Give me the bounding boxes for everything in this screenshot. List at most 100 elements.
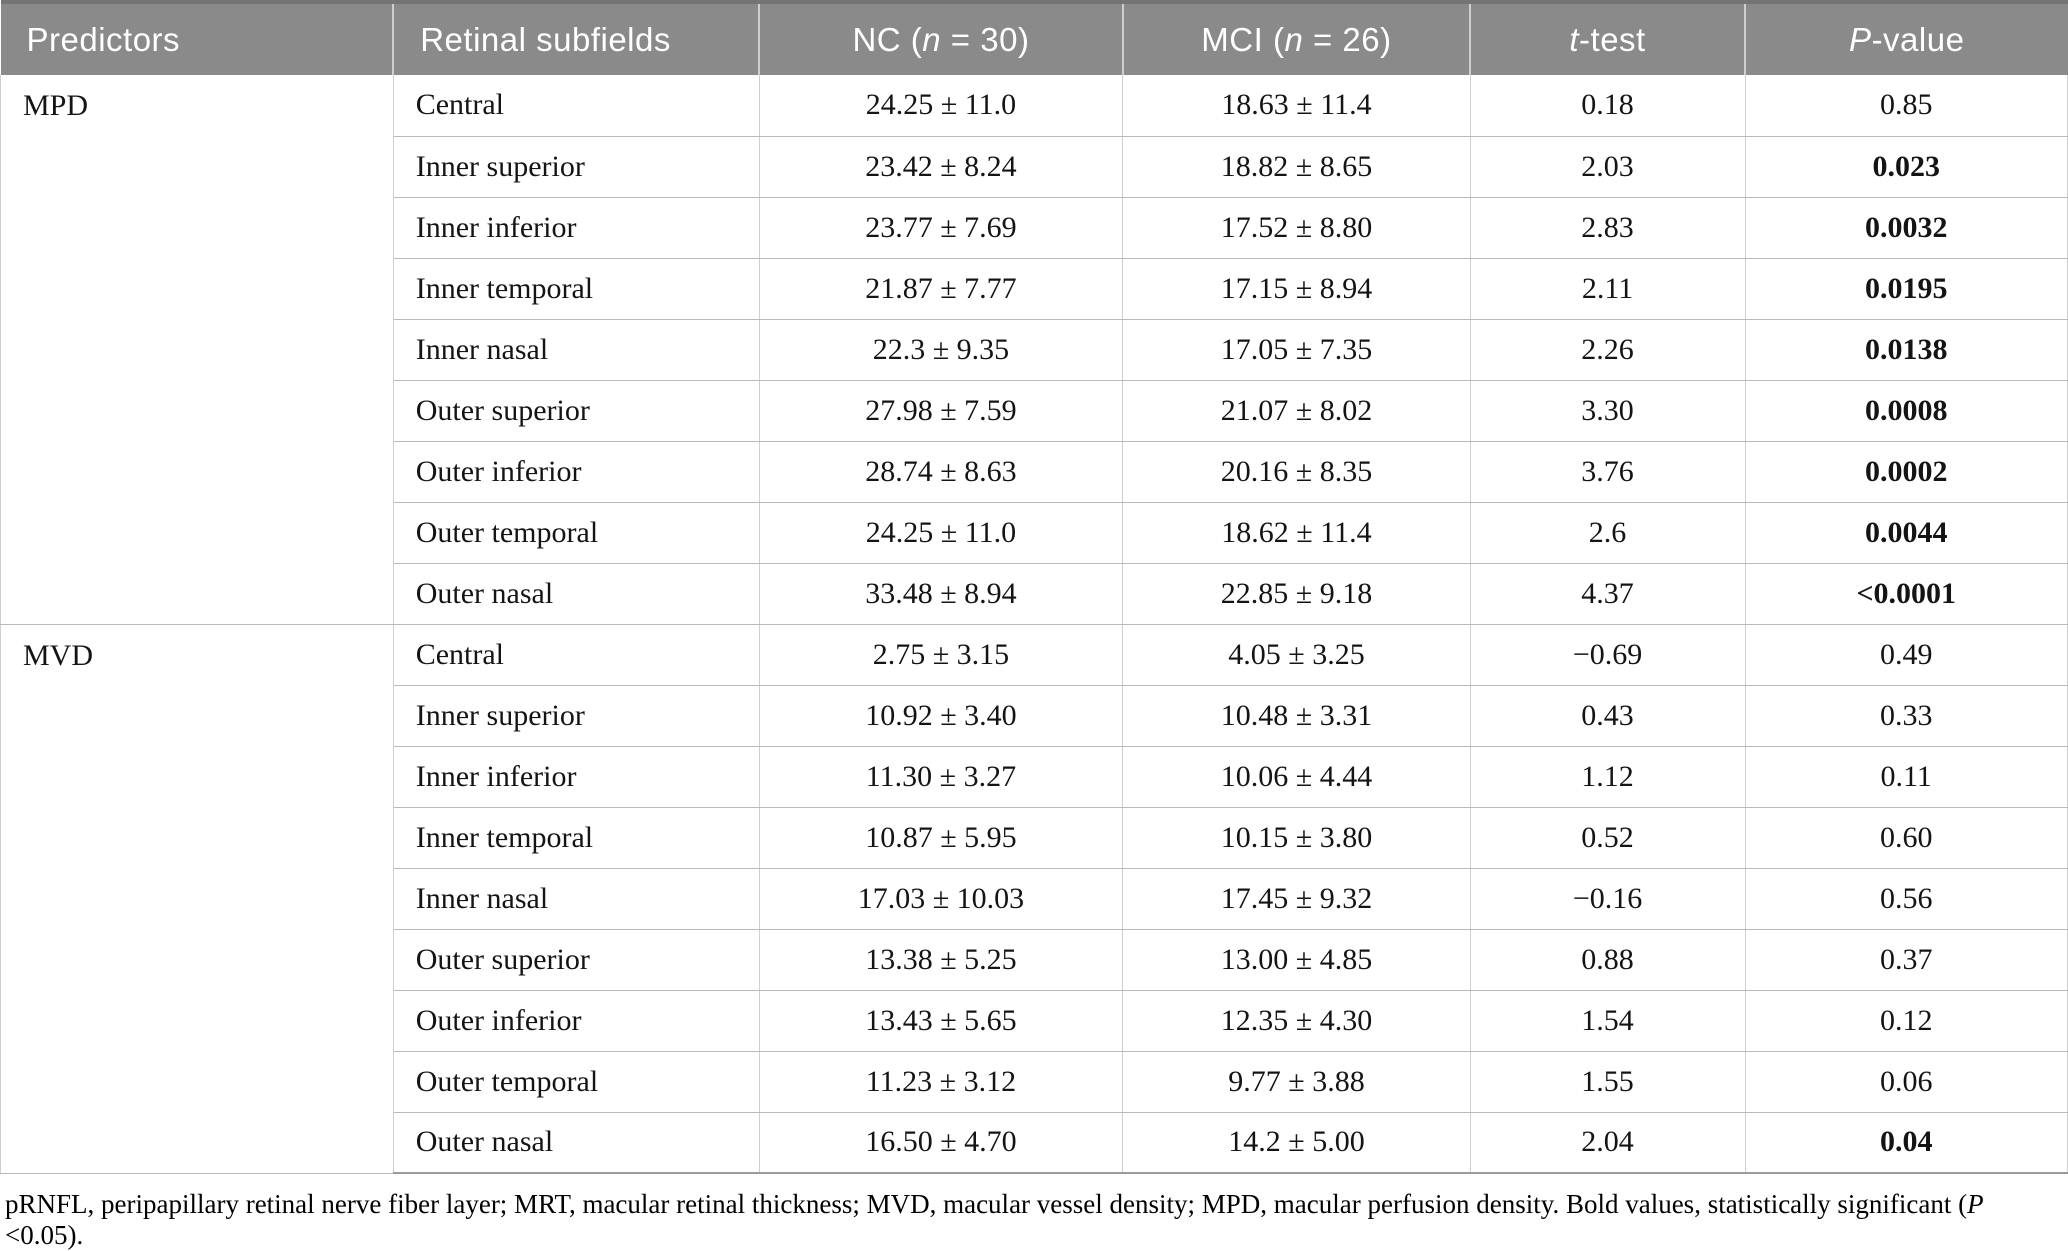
nc-value-cell: 24.25 ± 11.0 bbox=[758, 75, 1124, 137]
col-header-retinal-subfields: Retinal subfields bbox=[392, 0, 760, 75]
t-test-value-cell: 1.12 bbox=[1469, 745, 1746, 808]
col-header-predictors: Predictors bbox=[0, 0, 394, 75]
nc-value-cell: 22.3 ± 9.35 bbox=[758, 318, 1124, 381]
subfield-cell: Outer inferior bbox=[392, 989, 760, 1052]
nc-value-cell: 23.77 ± 7.69 bbox=[758, 196, 1124, 259]
table-row: Inner nasal 22.3 ± 9.35 17.05 ± 7.35 2.26 0.… bbox=[1, 318, 2068, 381]
t-test-value-cell: −0.69 bbox=[1469, 623, 1746, 686]
p-value-cell: 0.33 bbox=[1744, 684, 2068, 747]
subfield-cell: Outer temporal bbox=[392, 501, 760, 564]
subfield-cell: Outer superior bbox=[392, 379, 760, 442]
subfield-cell: Outer superior bbox=[392, 928, 760, 991]
subfield-cell: Inner superior bbox=[392, 135, 760, 198]
p-value-cell: 0.0044 bbox=[1744, 501, 2068, 564]
mci-value-cell: 10.48 ± 3.31 bbox=[1122, 684, 1471, 747]
t-test-value-cell: 2.6 bbox=[1469, 501, 1746, 564]
p-value-cell: 0.0008 bbox=[1744, 379, 2068, 442]
table-row: Outer inferior 13.43 ± 5.65 12.35 ± 4.30 1.… bbox=[1, 989, 2068, 1052]
nc-value-cell: 27.98 ± 7.59 bbox=[758, 379, 1124, 442]
mci-value-cell: 9.77 ± 3.88 bbox=[1122, 1050, 1471, 1113]
p-value-cell: 0.37 bbox=[1744, 928, 2068, 991]
subfield-cell: Outer temporal bbox=[392, 1050, 760, 1113]
results-table: Predictors Retinal subfields NC (n = 30)… bbox=[0, 0, 2068, 1174]
col-header-t-test: t-test bbox=[1469, 0, 1745, 75]
t-test-value-cell: 2.83 bbox=[1469, 196, 1746, 259]
t-test-value-cell: 1.55 bbox=[1469, 1050, 1746, 1113]
mci-value-cell: 17.15 ± 8.94 bbox=[1122, 257, 1471, 320]
mci-value-cell: 18.62 ± 11.4 bbox=[1122, 501, 1471, 564]
mci-value-cell: 10.06 ± 4.44 bbox=[1122, 745, 1471, 808]
t-test-value-cell: 2.26 bbox=[1469, 318, 1746, 381]
table-row: Outer superior 27.98 ± 7.59 21.07 ± 8.02 3.… bbox=[1, 379, 2068, 442]
table-row: Inner superior 23.42 ± 8.24 18.82 ± 8.65 2.… bbox=[1, 135, 2068, 198]
t-test-value-cell: 0.52 bbox=[1469, 806, 1746, 869]
nc-value-cell: 21.87 ± 7.77 bbox=[758, 257, 1124, 320]
table-row: Inner superior 10.92 ± 3.40 10.48 ± 3.31 0.… bbox=[1, 684, 2068, 747]
subfield-cell: Central bbox=[392, 75, 760, 137]
t-test-value-cell: 3.76 bbox=[1469, 440, 1746, 503]
mci-value-cell: 17.05 ± 7.35 bbox=[1122, 318, 1471, 381]
table-row: Outer nasal 16.50 ± 4.70 14.2 ± 5.00 2.04 0.… bbox=[1, 1111, 2068, 1174]
p-value-cell: 0.85 bbox=[1744, 75, 2068, 137]
col-header-nc: NC (n = 30) bbox=[758, 0, 1123, 75]
t-test-value-cell: 0.18 bbox=[1469, 75, 1746, 137]
mci-value-cell: 20.16 ± 8.35 bbox=[1122, 440, 1471, 503]
mci-value-cell: 10.15 ± 3.80 bbox=[1122, 806, 1471, 869]
nc-value-cell: 17.03 ± 10.03 bbox=[758, 867, 1124, 930]
nc-value-cell: 10.92 ± 3.40 bbox=[758, 684, 1124, 747]
subfield-cell: Inner superior bbox=[392, 684, 760, 747]
mci-value-cell: 4.05 ± 3.25 bbox=[1122, 623, 1471, 686]
mci-value-cell: 18.82 ± 8.65 bbox=[1122, 135, 1471, 198]
subfield-cell: Outer nasal bbox=[392, 1111, 760, 1174]
mci-value-cell: 13.00 ± 4.85 bbox=[1122, 928, 1471, 991]
subfield-cell: Outer inferior bbox=[392, 440, 760, 503]
table-row: Outer temporal 24.25 ± 11.0 18.62 ± 11.4 2.… bbox=[1, 501, 2068, 564]
col-header-p-value: P-value bbox=[1744, 0, 2068, 75]
table-row: Inner inferior 23.77 ± 7.69 17.52 ± 8.80 2.… bbox=[1, 196, 2068, 259]
p-value-cell: 0.0002 bbox=[1744, 440, 2068, 503]
table-row: Outer superior 13.38 ± 5.25 13.00 ± 4.85 0.… bbox=[1, 928, 2068, 991]
p-value-cell: 0.0195 bbox=[1744, 257, 2068, 320]
t-test-value-cell: −0.16 bbox=[1469, 867, 1746, 930]
nc-value-cell: 11.30 ± 3.27 bbox=[758, 745, 1124, 808]
t-test-value-cell: 1.54 bbox=[1469, 989, 1746, 1052]
predictor-cell: MVD bbox=[0, 623, 394, 1174]
p-value-cell: 0.06 bbox=[1744, 1050, 2068, 1113]
subfield-cell: Central bbox=[392, 623, 760, 686]
p-value-cell: <0.0001 bbox=[1744, 562, 2068, 625]
p-value-cell: 0.04 bbox=[1744, 1111, 2068, 1174]
mci-value-cell: 12.35 ± 4.30 bbox=[1122, 989, 1471, 1052]
nc-value-cell: 13.43 ± 5.65 bbox=[758, 989, 1124, 1052]
table-row: Inner temporal 10.87 ± 5.95 10.15 ± 3.80 0.… bbox=[1, 806, 2068, 869]
p-value-cell: 0.11 bbox=[1744, 745, 2068, 808]
t-test-value-cell: 2.11 bbox=[1469, 257, 1746, 320]
nc-value-cell: 11.23 ± 3.12 bbox=[758, 1050, 1124, 1113]
mci-value-cell: 17.45 ± 9.32 bbox=[1122, 867, 1471, 930]
t-test-value-cell: 4.37 bbox=[1469, 562, 1746, 625]
table-row: Inner inferior 11.30 ± 3.27 10.06 ± 4.44 1.… bbox=[1, 745, 2068, 808]
subfield-cell: Outer nasal bbox=[392, 562, 760, 625]
t-test-value-cell: 0.43 bbox=[1469, 684, 1746, 747]
nc-value-cell: 10.87 ± 5.95 bbox=[758, 806, 1124, 869]
subfield-cell: Inner nasal bbox=[392, 318, 760, 381]
table-row: Inner nasal 17.03 ± 10.03 17.45 ± 9.32 −0.1… bbox=[1, 867, 2068, 930]
table-footnote: pRNFL, peripapillary retinal nerve fiber… bbox=[5, 1189, 1984, 1250]
nc-value-cell: 28.74 ± 8.63 bbox=[758, 440, 1124, 503]
p-value-cell: 0.60 bbox=[1744, 806, 2068, 869]
mci-value-cell: 22.85 ± 9.18 bbox=[1122, 562, 1471, 625]
mci-value-cell: 14.2 ± 5.00 bbox=[1122, 1111, 1471, 1174]
predictor-cell: MPD bbox=[0, 75, 394, 625]
table-row: MVD Central 2.75 ± 3.15 4.05 ± 3.25 −0.69 0.4… bbox=[0, 623, 2068, 1174]
subfield-cell: Inner inferior bbox=[392, 745, 760, 808]
subfield-cell: Inner temporal bbox=[392, 806, 760, 869]
p-value-cell: 0.0138 bbox=[1744, 318, 2068, 381]
t-test-value-cell: 2.03 bbox=[1469, 135, 1746, 198]
p-value-cell: 0.49 bbox=[1744, 623, 2068, 686]
table-row: Outer inferior 28.74 ± 8.63 20.16 ± 8.35 3.… bbox=[1, 440, 2068, 503]
nc-value-cell: 33.48 ± 8.94 bbox=[758, 562, 1124, 625]
p-value-cell: 0.56 bbox=[1744, 867, 2068, 930]
table-body: MPD Central 24.25 ± 11.0 18.63 ± 11.4 0.18 0.… bbox=[0, 75, 2068, 1174]
t-test-value-cell: 2.04 bbox=[1469, 1111, 1746, 1174]
nc-value-cell: 23.42 ± 8.24 bbox=[758, 135, 1124, 198]
p-value-cell: 0.0032 bbox=[1744, 196, 2068, 259]
